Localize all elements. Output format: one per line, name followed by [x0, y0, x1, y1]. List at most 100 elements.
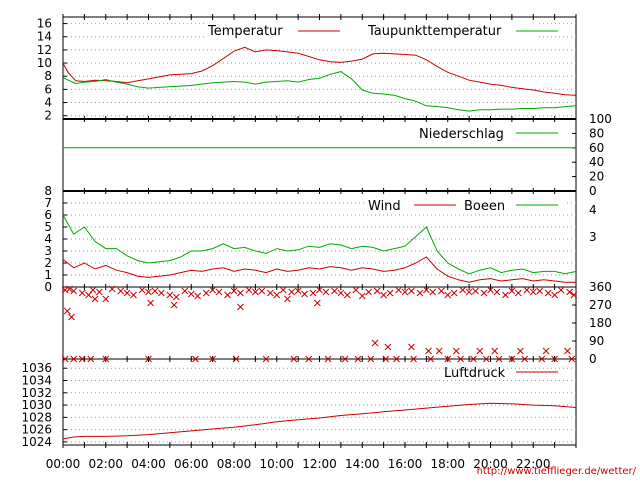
wind-direction-point [429, 288, 437, 296]
x-tick-label: 00:00 [46, 457, 81, 471]
wind-direction-point [487, 286, 494, 294]
wind-direction-point [542, 347, 550, 355]
y-tick-label-left: 3 [44, 244, 52, 258]
x-tick-label: 18:00 [430, 457, 465, 471]
y-tick-labels: 1614121086428765432101036103410321030102… [21, 17, 611, 449]
series-line-luftdruck [62, 402, 577, 440]
wind-direction-point [551, 291, 558, 299]
wind-direction-point [266, 289, 274, 297]
wind-direction-point [245, 286, 253, 294]
x-tick-labels: 00:00 02:00 04:00 06:00 08:00 10:00 12:00 14:00… [46, 457, 551, 471]
wind-direction-point [316, 286, 323, 294]
wind-direction-point [194, 292, 202, 300]
wind-direction-point [393, 355, 400, 363]
wind-direction-point [70, 287, 78, 295]
x-tick-label: 08:00 [217, 457, 252, 471]
wind-direction-point [367, 355, 375, 363]
wind-direction-point [288, 288, 296, 296]
wind-direction-point [365, 288, 373, 296]
y-tick-label-left: 7 [44, 196, 52, 210]
wind-direction-point [373, 287, 381, 295]
y-tick-label-right: 60 [589, 141, 604, 155]
wind-direction-point [457, 355, 464, 363]
y-tick-label-left: 4 [44, 232, 52, 246]
wind-direction-point [343, 291, 351, 299]
wind-direction-point [508, 355, 516, 363]
wind-direction-point [514, 289, 522, 297]
wind-direction-point [324, 355, 332, 363]
wind-direction-point [85, 291, 93, 299]
wind-direction-point [68, 313, 75, 321]
wind-direction-markers [61, 285, 578, 363]
wind-direction-point [102, 295, 110, 303]
wind-direction-point [232, 355, 240, 363]
wind-direction-point [352, 286, 360, 294]
y-tick-label-right: 80 [589, 126, 604, 140]
wind-direction-point [224, 291, 231, 299]
wind-direction-point [117, 287, 125, 295]
wind-direction-point [566, 288, 573, 296]
legend-temperature-bg [207, 21, 537, 39]
y-tick-label-left: 16 [37, 17, 52, 31]
wind-direction-point [102, 355, 110, 363]
wind-direction-point [564, 347, 571, 355]
wind-direction-point [87, 355, 95, 363]
wind-direction-point [172, 293, 180, 301]
y-tick-label-left: 1032 [21, 386, 52, 400]
legend-wind-bg [365, 196, 565, 213]
wind-direction-point [358, 292, 366, 300]
wind-direction-point [78, 289, 86, 297]
y-tick-label-left: 5 [44, 220, 52, 234]
wind-direction-point [123, 289, 131, 297]
wind-direction-point [157, 289, 165, 297]
y-tick-label-left: 6 [44, 208, 52, 222]
wind-direction-point [523, 286, 531, 294]
wind-direction-point [341, 355, 349, 363]
series-line-taupunkttemperatur [62, 71, 577, 112]
wind-direction-point [322, 288, 330, 296]
wind-direction-point [517, 347, 524, 355]
y-tick-label-left: 1028 [21, 410, 52, 424]
wind-direction-point [78, 355, 86, 363]
wind-direction-point [354, 355, 362, 363]
wind-direction-point [314, 299, 321, 307]
wind-direction-point [536, 287, 544, 295]
wind-direction-point [568, 355, 576, 363]
wind-direction-point [108, 285, 116, 293]
wind-direction-point [425, 347, 432, 355]
y-tick-label-left: 6 [44, 82, 52, 96]
wind-direction-point [551, 355, 558, 363]
wind-direction-point [61, 355, 69, 363]
wind-direction-point [230, 287, 238, 295]
y-tick-label-left: 1030 [21, 398, 52, 412]
y-tick-label-left: 2 [44, 109, 52, 123]
wind-direction-point [166, 291, 174, 299]
wind-direction-point [301, 290, 308, 298]
x-tick-label: 12:00 [302, 457, 337, 471]
wind-direction-point [209, 286, 216, 294]
y-tick-label-left: 8 [44, 184, 52, 198]
wind-direction-point [557, 286, 565, 294]
wind-direction-point [145, 355, 152, 363]
y-tick-label-right: 20 [589, 170, 604, 184]
wind-direction-point [410, 355, 417, 363]
wind-direction-point [459, 286, 467, 294]
wind-direction-point [273, 291, 281, 299]
wind-direction-point [61, 286, 69, 294]
wind-direction-point [237, 303, 244, 311]
y-tick-label-left: 14 [37, 30, 52, 44]
legend-temperature: Temperatur Taupunkttemperatur [207, 21, 558, 39]
x-tick-label: 20:00 [473, 457, 508, 471]
wind-direction-point [215, 288, 223, 296]
y-tick-label-left: 8 [44, 69, 52, 83]
wind-direction-point [395, 286, 402, 294]
wind-direction-point [209, 355, 216, 363]
wind-direction-point [450, 289, 458, 297]
x-tick-label: 22:00 [516, 457, 551, 471]
wind-direction-point [70, 355, 78, 363]
wind-direction-point [284, 295, 291, 303]
series-layer [62, 46, 577, 440]
wind-direction-point [237, 289, 244, 297]
